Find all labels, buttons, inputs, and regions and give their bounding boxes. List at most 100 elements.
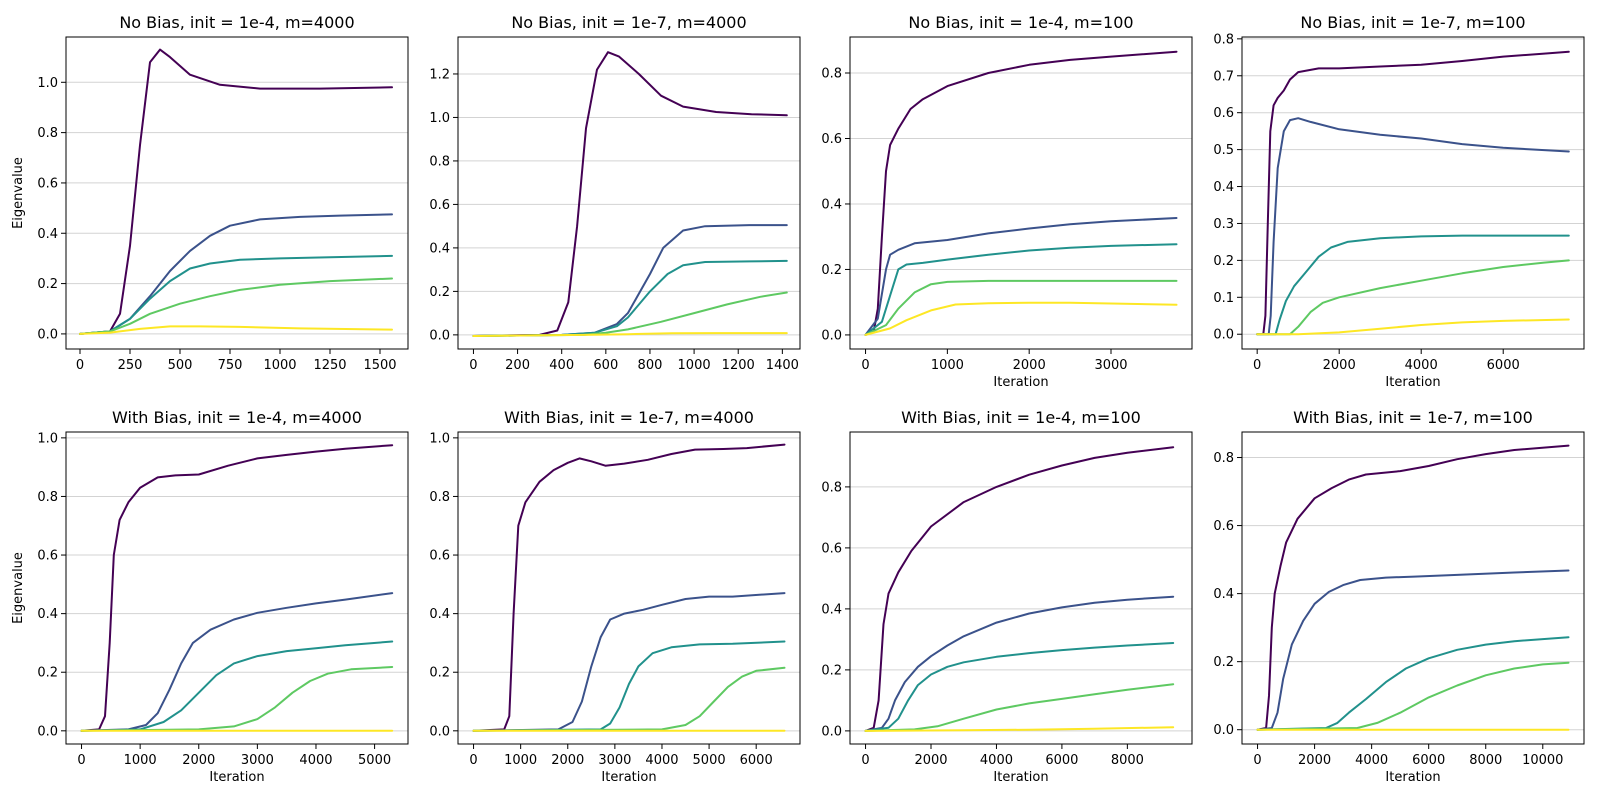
series-line-1 — [80, 444, 394, 732]
y-tick-label: 0.8 — [1213, 451, 1234, 466]
series-line-5 — [472, 332, 788, 337]
chart-title: With Bias, init = 1e-7, m=100 — [1293, 408, 1533, 427]
plot-frame — [65, 36, 409, 350]
series-line-5 — [79, 325, 393, 335]
y-tick-label: 0.8 — [37, 490, 58, 505]
x-tick-label: 2000 — [914, 753, 947, 768]
x-tick-label: 1000 — [678, 358, 711, 373]
y-tick-label: 0.2 — [821, 263, 842, 278]
y-tick-label: 1.2 — [429, 67, 450, 82]
x-tick-label: 1200 — [722, 358, 755, 373]
y-tick-label: 0.6 — [821, 132, 842, 147]
series-line-2 — [472, 224, 788, 337]
series-line-4 — [1256, 661, 1570, 731]
y-tick-label: 0.7 — [1213, 69, 1234, 84]
y-tick-label: 1.0 — [37, 76, 58, 91]
x-tick-label: 1500 — [363, 358, 396, 373]
series-line-4 — [472, 666, 786, 732]
x-tick-label: 5000 — [693, 753, 726, 768]
y-tick-label: 0.2 — [1213, 254, 1234, 269]
series-line-2 — [864, 217, 1178, 336]
series-line-1 — [864, 446, 1175, 732]
y-tick-label: 0.8 — [1213, 32, 1234, 47]
x-axis-label: Iteration — [1385, 375, 1440, 390]
series-line-3 — [472, 640, 786, 732]
x-tick-label: 4000 — [645, 753, 678, 768]
y-tick-label: 0.4 — [821, 197, 842, 212]
x-tick-label: 8000 — [1111, 753, 1144, 768]
chart-panel-5: 0.0 0.2 0.4 0.6 0.8 1.0 0 1000 2000 3000 4000 5000 W… — [11, 408, 409, 785]
y-tick-label: 0.0 — [821, 328, 842, 343]
x-axis-label: Iteration — [1385, 770, 1440, 785]
chart-panel-6: 0.0 0.2 0.4 0.6 0.8 1.0 0 1000 2000 3000 4000 5000 6… — [429, 408, 801, 785]
x-tick-label: 4000 — [980, 753, 1013, 768]
x-tick-label: 10000 — [1522, 753, 1563, 768]
y-tick-label: 0.2 — [429, 666, 450, 681]
chart-title: No Bias, init = 1e-4, m=4000 — [119, 13, 354, 32]
y-tick-label: 0.4 — [1213, 180, 1234, 195]
y-tick-label: 0.6 — [429, 198, 450, 213]
series-line-4 — [1256, 259, 1570, 336]
y-tick-label: 0.6 — [821, 541, 842, 556]
x-tick-label: 0 — [469, 358, 477, 373]
x-tick-label: 4000 — [1355, 753, 1388, 768]
x-tick-label: 600 — [593, 358, 618, 373]
x-tick-label: 4000 — [1405, 358, 1438, 373]
y-tick-label: 0.4 — [1213, 587, 1234, 602]
chart-panel-8: 0.0 0.2 0.4 0.6 0.8 0 2000 4000 6000 8000 10000 Wit… — [1213, 408, 1585, 785]
x-tick-label: 6000 — [1045, 753, 1078, 768]
series-line-5 — [864, 301, 1178, 336]
x-tick-label: 800 — [638, 358, 663, 373]
x-tick-label: 2000 — [1323, 358, 1356, 373]
x-tick-label: 0 — [861, 753, 869, 768]
x-tick-label: 3000 — [598, 753, 631, 768]
x-tick-label: 2000 — [1013, 358, 1046, 373]
plot-frame — [65, 431, 409, 745]
series-line-4 — [79, 277, 393, 335]
x-tick-label: 5000 — [358, 753, 391, 768]
series-line-1 — [864, 50, 1178, 336]
y-tick-label: 0.0 — [37, 327, 58, 342]
series-line-5 — [1256, 318, 1570, 336]
y-tick-label: 0.4 — [429, 607, 450, 622]
series-line-5 — [864, 726, 1175, 732]
y-tick-label: 0.8 — [37, 126, 58, 141]
x-tick-label: 400 — [549, 358, 574, 373]
chart-title: With Bias, init = 1e-7, m=4000 — [504, 408, 754, 427]
y-tick-label: 0.0 — [1213, 328, 1234, 343]
y-tick-label: 0.2 — [821, 663, 842, 678]
y-tick-label: 0.2 — [37, 277, 58, 292]
y-tick-label: 0.5 — [1213, 143, 1234, 158]
plot-frame — [1241, 431, 1585, 745]
plot-frame — [457, 431, 801, 745]
y-tick-label: 0.4 — [37, 607, 58, 622]
x-tick-label: 1000 — [124, 753, 157, 768]
chart-panel-4: 0.0 0.1 0.2 0.3 0.4 0.5 0.6 0.7 0.8 0 2000 4000 6000… — [1213, 13, 1585, 390]
x-axis-label: Iteration — [993, 770, 1048, 785]
y-tick-label: 0.8 — [429, 490, 450, 505]
y-tick-label: 0.4 — [37, 227, 58, 242]
chart-panel-7: 0.0 0.2 0.4 0.6 0.8 0 2000 4000 6000 8000 With Bia… — [821, 408, 1193, 785]
chart-panel-3: 0.0 0.2 0.4 0.6 0.8 0 1000 2000 3000 No Bias, ini… — [821, 13, 1193, 390]
plot-frame — [1241, 36, 1585, 350]
series-line-3 — [864, 243, 1178, 336]
series-line-3 — [472, 259, 788, 337]
x-tick-label: 6000 — [1412, 753, 1445, 768]
x-tick-label: 0 — [861, 358, 869, 373]
plot-frame — [849, 431, 1193, 745]
y-tick-label: 0.8 — [821, 67, 842, 82]
y-axis-label: Eigenvalue — [11, 157, 26, 229]
y-tick-label: 0.4 — [821, 602, 842, 617]
y-tick-label: 0.6 — [37, 549, 58, 564]
chart-title: No Bias, init = 1e-4, m=100 — [908, 13, 1133, 32]
x-tick-label: 1000 — [504, 753, 537, 768]
chart-panel-2: 0.0 0.2 0.4 0.6 0.8 1.0 1.2 0 200 400 600 800 1000 12… — [429, 13, 801, 373]
y-tick-label: 0.6 — [429, 549, 450, 564]
x-tick-label: 0 — [76, 358, 84, 373]
x-tick-label: 1400 — [766, 358, 799, 373]
series-line-2 — [864, 595, 1175, 732]
series-line-3 — [1256, 234, 1570, 336]
y-tick-label: 0.0 — [429, 724, 450, 739]
x-tick-label: 2000 — [551, 753, 584, 768]
y-tick-label: 1.0 — [429, 431, 450, 446]
